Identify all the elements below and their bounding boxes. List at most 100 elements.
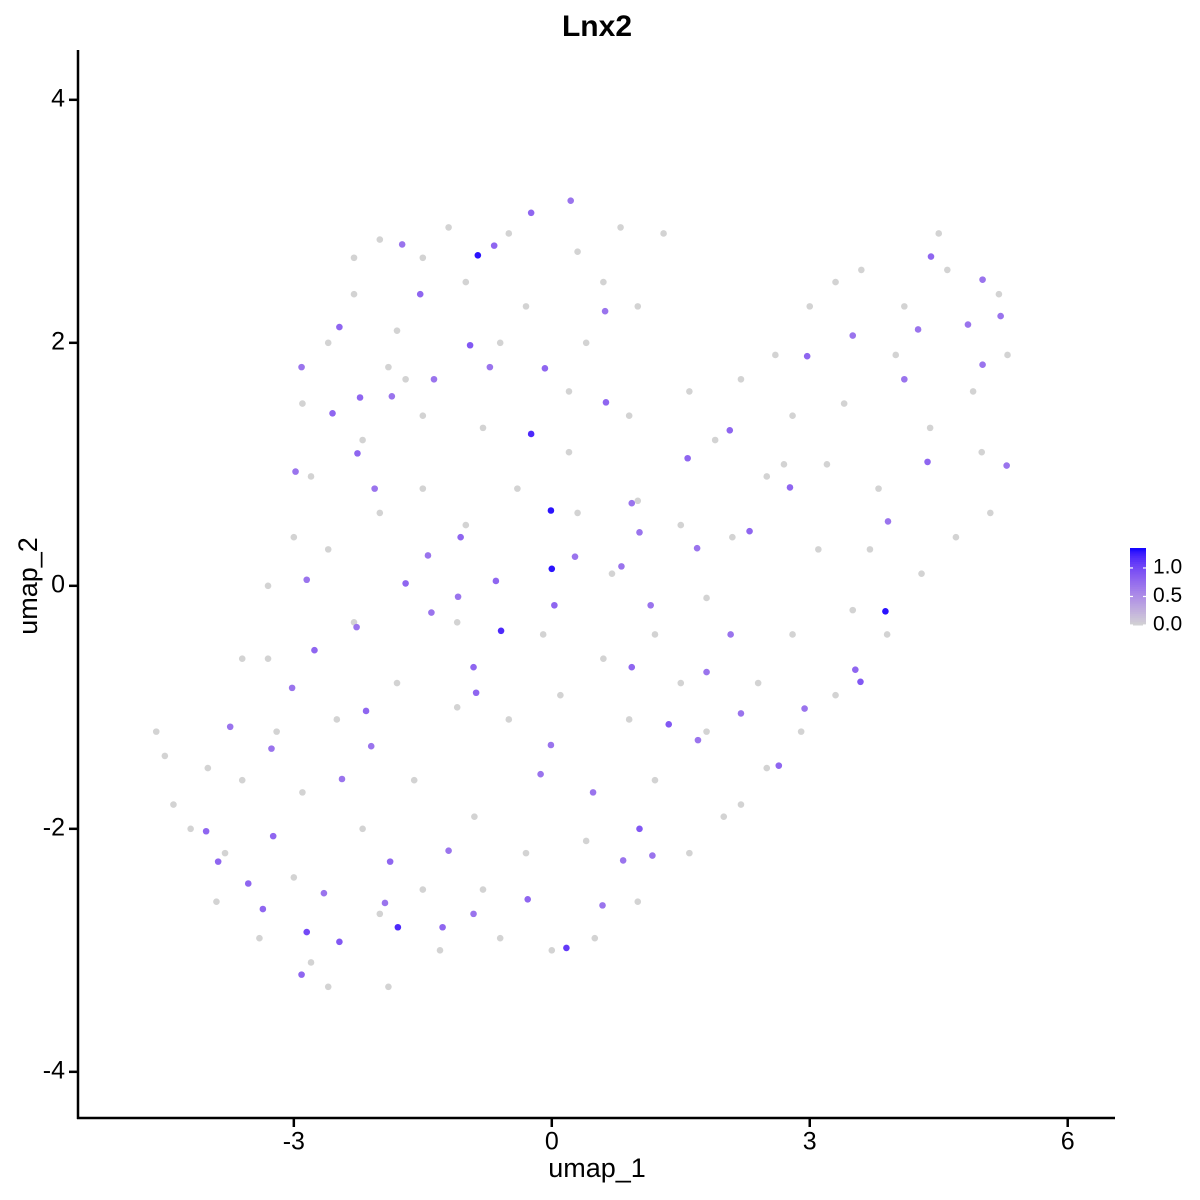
colorbar-segment	[1130, 607, 1146, 611]
point	[514, 485, 521, 492]
point	[492, 577, 500, 585]
point	[703, 728, 710, 735]
point	[574, 248, 581, 255]
point	[350, 290, 358, 298]
point	[298, 363, 305, 371]
point	[772, 351, 779, 359]
point	[152, 728, 160, 735]
point	[244, 880, 252, 887]
point	[238, 655, 246, 663]
point	[964, 321, 972, 328]
point	[677, 679, 685, 687]
point	[651, 776, 659, 784]
point	[591, 934, 599, 942]
point	[551, 601, 558, 609]
colorbar-segment	[1130, 551, 1146, 555]
point	[402, 580, 409, 587]
point	[273, 728, 280, 735]
point	[720, 813, 728, 820]
point	[727, 631, 734, 638]
point	[362, 707, 370, 715]
point	[290, 874, 298, 881]
point	[737, 710, 745, 717]
point	[202, 827, 210, 835]
x-tick-label: -3	[283, 1128, 305, 1156]
point	[686, 849, 693, 857]
y-tick-label: 0	[51, 570, 65, 598]
point	[786, 484, 794, 491]
point	[204, 764, 212, 772]
point	[703, 594, 710, 602]
point	[883, 631, 891, 638]
point	[238, 776, 246, 784]
colorbar-segment	[1130, 582, 1146, 586]
point	[541, 365, 549, 372]
point	[393, 327, 401, 334]
point	[924, 458, 931, 466]
point	[832, 691, 839, 699]
point	[858, 266, 865, 274]
point	[333, 716, 341, 723]
point	[376, 509, 384, 517]
point	[256, 934, 263, 942]
point	[454, 593, 462, 601]
point	[496, 339, 504, 347]
legend: 0.0 0.5 1.0	[1130, 548, 1182, 636]
point	[264, 655, 272, 663]
point	[470, 910, 477, 918]
y-tick-label: -2	[43, 813, 65, 841]
colorbar-segment	[1130, 621, 1146, 624]
colorbar-segment	[1130, 586, 1146, 589]
point	[288, 684, 296, 692]
point	[453, 704, 461, 711]
colorbar-segment	[1130, 567, 1146, 570]
point	[780, 461, 788, 468]
point	[849, 606, 857, 614]
colorbar-segment	[1130, 561, 1146, 564]
point	[393, 679, 401, 687]
point	[371, 485, 378, 492]
point	[1004, 351, 1011, 359]
colorbar-segment	[1130, 555, 1146, 559]
point	[892, 351, 900, 359]
point	[918, 570, 925, 577]
point	[625, 412, 633, 420]
point	[436, 947, 444, 954]
point	[634, 898, 642, 906]
point	[462, 278, 470, 286]
point	[214, 858, 222, 865]
colorbar-segment	[1130, 578, 1146, 582]
point	[803, 352, 811, 360]
point	[660, 230, 667, 237]
colorbar-segment	[1130, 569, 1146, 572]
point	[693, 544, 701, 552]
x-tick-label: 3	[803, 1128, 817, 1156]
colorbar-segment	[1130, 588, 1146, 591]
point	[634, 303, 642, 310]
point	[737, 801, 745, 808]
point	[419, 254, 427, 262]
colorbar-segment	[1130, 619, 1146, 622]
point	[935, 230, 943, 237]
point	[324, 546, 332, 553]
point	[746, 527, 753, 535]
point	[470, 663, 477, 671]
point	[601, 307, 609, 315]
colorbar-segment	[1130, 580, 1146, 584]
point	[754, 679, 762, 687]
y-tick-label: 4	[51, 84, 65, 112]
point	[703, 668, 710, 676]
point	[307, 473, 315, 480]
colorbar-segment	[1130, 603, 1146, 607]
point	[857, 678, 864, 686]
point	[497, 627, 505, 635]
point	[226, 723, 234, 731]
point	[311, 646, 318, 654]
point	[565, 448, 573, 456]
point	[582, 837, 590, 845]
point	[259, 905, 267, 913]
point	[815, 546, 822, 553]
point	[419, 412, 427, 420]
point	[524, 895, 532, 903]
colorbar-segment	[1130, 592, 1146, 595]
